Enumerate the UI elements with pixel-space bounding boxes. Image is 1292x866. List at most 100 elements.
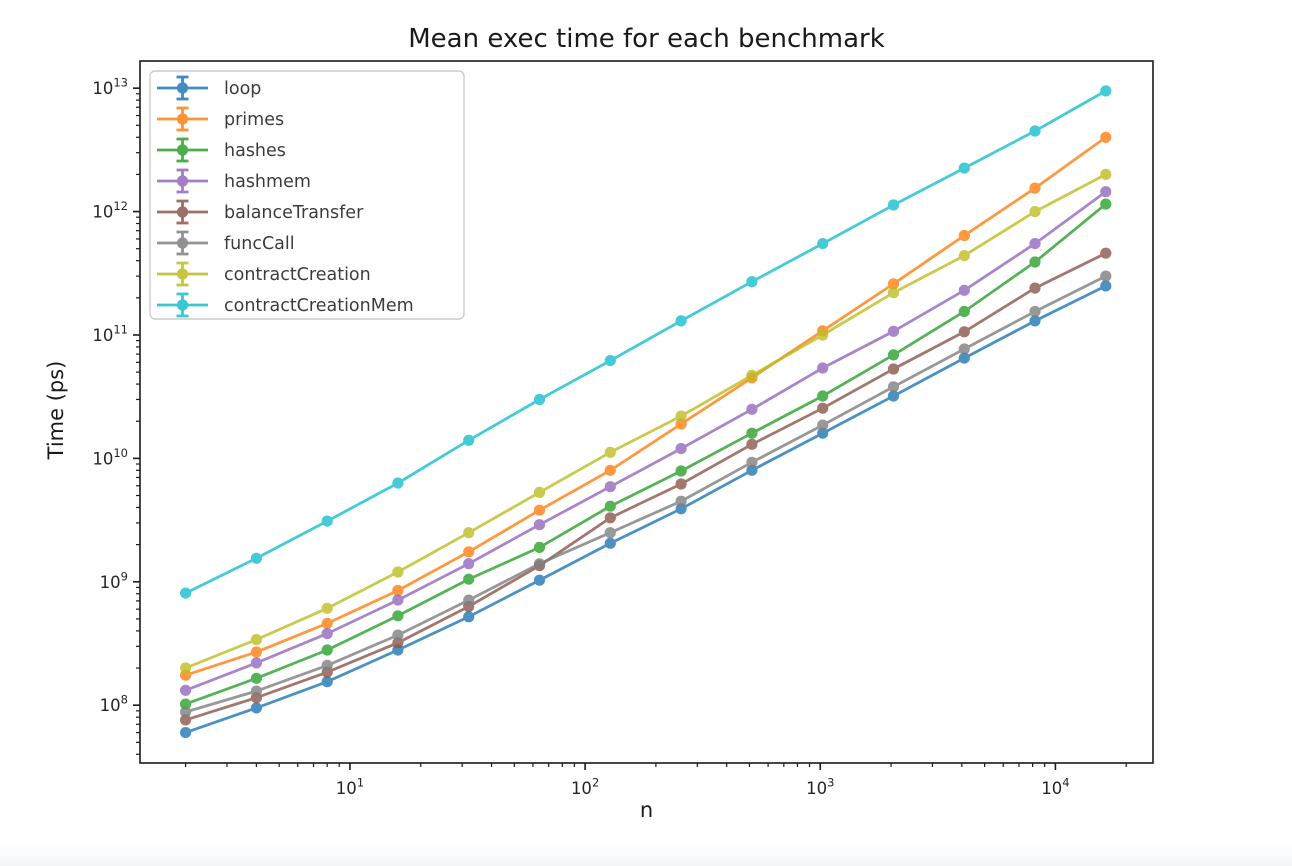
data-point (321, 617, 333, 630)
data-point (463, 573, 475, 585)
data-point (463, 527, 475, 539)
data-point (321, 515, 333, 527)
y-tick-label: 1011 (92, 322, 128, 345)
data-point (180, 587, 192, 599)
data-point (533, 504, 546, 516)
y-axis-ticks: 108 109 1010 1011 1012 1013 (92, 76, 140, 755)
data-point (180, 714, 192, 726)
legend-entry-contractCreation: contractCreation (157, 261, 371, 287)
errorbar-marker-icon (157, 75, 208, 101)
y-tick-label: 1012 (92, 199, 128, 222)
y-tick-label: 108 (100, 693, 128, 716)
data-point (1029, 315, 1041, 327)
data-point (250, 702, 262, 714)
legend-entry-funcCall: funcCall (157, 230, 295, 256)
data-point (392, 637, 404, 649)
legend-label: balanceTransfer (224, 203, 364, 223)
data-point (887, 287, 900, 299)
legend-entry-loop: loop (157, 75, 261, 101)
series-line (185, 190, 1107, 692)
legend-label: loop (224, 79, 261, 99)
data-point (746, 456, 758, 468)
data-point (1100, 247, 1112, 259)
data-point (533, 519, 546, 531)
data-point (746, 464, 758, 476)
data-point (958, 352, 970, 364)
data-point (250, 672, 262, 684)
series-hashmem (180, 186, 1112, 696)
x-tick-label: 101 (336, 776, 364, 799)
data-point (958, 162, 970, 174)
errorbar-marker-icon (157, 168, 208, 194)
series-line (185, 274, 1107, 714)
legend-entry-hashes: hashes (157, 137, 286, 163)
legend-entry-contractCreationMem: contractCreationMem (157, 292, 414, 318)
data-point (392, 566, 404, 578)
data-point (746, 403, 758, 415)
data-point (1100, 85, 1112, 97)
data-point (958, 250, 970, 262)
data-point (817, 390, 829, 402)
data-point (887, 199, 900, 211)
data-point (321, 628, 333, 640)
data-point (1100, 270, 1112, 282)
data-point (250, 634, 262, 646)
data-point (250, 646, 262, 658)
data-point (817, 329, 829, 341)
data-point (675, 418, 687, 430)
data-point (1100, 280, 1112, 292)
series-line (185, 251, 1107, 722)
data-point (1029, 238, 1041, 250)
data-point (817, 402, 829, 414)
data-point (1029, 305, 1041, 318)
data-point (604, 537, 616, 549)
legend-entry-primes: primes (157, 106, 284, 132)
data-point (1029, 206, 1041, 218)
data-point (604, 355, 616, 367)
data-point (887, 363, 900, 375)
series-line (185, 284, 1107, 734)
data-point (1100, 168, 1112, 180)
x-tick-label: 104 (1041, 776, 1069, 799)
data-point (463, 434, 475, 446)
errorbar-marker-icon (157, 292, 208, 318)
data-point (604, 481, 616, 493)
data-point (180, 706, 192, 718)
plot-area-border (139, 60, 1154, 764)
y-tick-label: 1013 (92, 76, 128, 99)
errorbar-marker-icon (157, 106, 208, 132)
data-point (463, 558, 475, 570)
data-point (604, 464, 616, 476)
data-point (533, 393, 546, 406)
y-tick-label: 109 (100, 569, 128, 592)
data-point (887, 325, 900, 337)
data-point (746, 438, 758, 450)
data-point (180, 684, 192, 696)
data-point (958, 305, 970, 318)
legend-label: hashmem (224, 172, 311, 192)
data-point (180, 662, 192, 674)
series-contractCreation (180, 168, 1112, 674)
legend-entry-balanceTransfer: balanceTransfer (157, 199, 364, 225)
data-point (321, 602, 333, 614)
errorbar-marker-icon (157, 137, 208, 163)
data-point (1100, 198, 1112, 210)
data-point (746, 276, 758, 288)
legend-label: funcCall (224, 234, 295, 254)
y-tick-label: 1010 (92, 446, 128, 469)
series-line (185, 136, 1107, 677)
data-point (180, 698, 192, 710)
data-point (817, 362, 829, 374)
data-point (887, 278, 900, 290)
data-point (392, 584, 404, 597)
data-point (817, 427, 829, 439)
data-point (817, 238, 829, 250)
data-point (321, 644, 333, 656)
data-point (533, 574, 546, 586)
data-point (533, 541, 546, 554)
data-point (250, 657, 262, 669)
data-point (958, 284, 970, 296)
data-point (604, 446, 616, 458)
chart-title: Mean exec time for each benchmark (408, 24, 885, 54)
